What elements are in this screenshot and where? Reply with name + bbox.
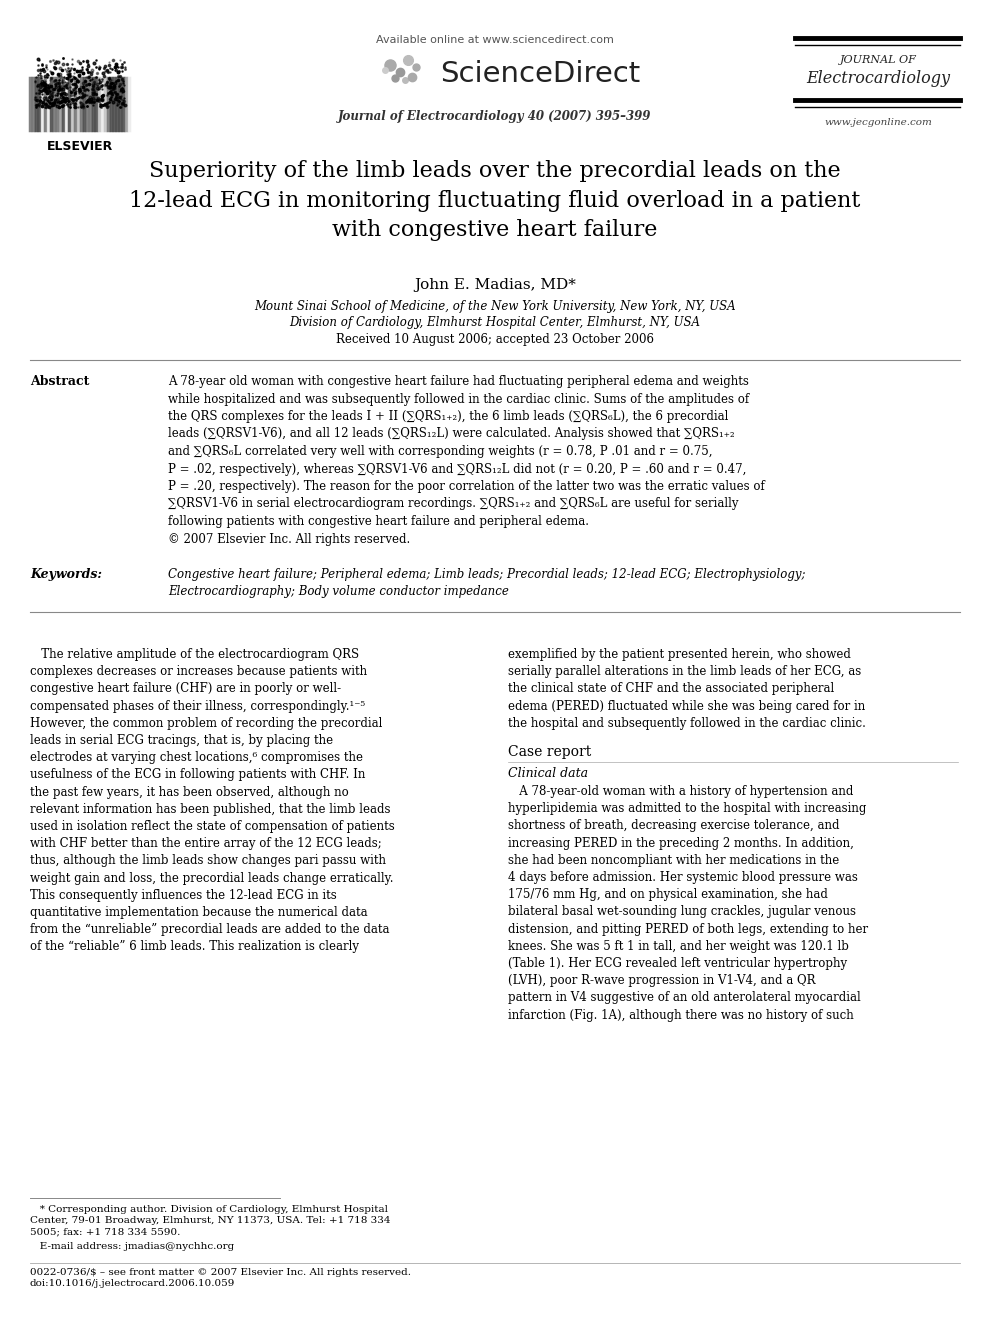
Text: exemplified by the patient presented herein, who showed
serially parallel altera: exemplified by the patient presented her… bbox=[508, 648, 866, 730]
Text: A 78-year old woman with congestive heart failure had fluctuating peripheral ede: A 78-year old woman with congestive hear… bbox=[168, 375, 764, 545]
Text: Superiority of the limb leads over the precordial leads on the
12-lead ECG in mo: Superiority of the limb leads over the p… bbox=[130, 160, 860, 242]
Text: John E. Madias, MD*: John E. Madias, MD* bbox=[414, 279, 576, 292]
Text: Received 10 August 2006; accepted 23 October 2006: Received 10 August 2006; accepted 23 Oct… bbox=[336, 333, 654, 346]
Text: JOURNAL OF: JOURNAL OF bbox=[840, 55, 917, 65]
Text: Keywords:: Keywords: bbox=[30, 568, 102, 581]
Text: A 78-year-old woman with a history of hypertension and
hyperlipidemia was admitt: A 78-year-old woman with a history of hy… bbox=[508, 785, 868, 1022]
Text: The relative amplitude of the electrocardiogram QRS
complexes decreases or incre: The relative amplitude of the electrocar… bbox=[30, 648, 395, 953]
Text: Case report: Case report bbox=[508, 744, 591, 759]
Text: Electrocardiology: Electrocardiology bbox=[806, 70, 950, 87]
Text: Available online at www.sciencedirect.com: Available online at www.sciencedirect.co… bbox=[376, 36, 614, 45]
Text: Congestive heart failure; Peripheral edema; Limb leads; Precordial leads; 12-lea: Congestive heart failure; Peripheral ede… bbox=[168, 568, 806, 598]
Text: Abstract: Abstract bbox=[30, 375, 89, 388]
Text: 0022-0736/$ – see front matter © 2007 Elsevier Inc. All rights reserved.
doi:10.: 0022-0736/$ – see front matter © 2007 El… bbox=[30, 1269, 411, 1288]
Text: E-mail address: jmadias@nychhc.org: E-mail address: jmadias@nychhc.org bbox=[30, 1242, 235, 1251]
Text: Division of Cardiology, Elmhurst Hospital Center, Elmhurst, NY, USA: Division of Cardiology, Elmhurst Hospita… bbox=[289, 315, 701, 329]
Text: * Corresponding author. Division of Cardiology, Elmhurst Hospital
Center, 79-01 : * Corresponding author. Division of Card… bbox=[30, 1205, 390, 1237]
Text: ScienceDirect: ScienceDirect bbox=[440, 59, 641, 88]
Text: ELSEVIER: ELSEVIER bbox=[47, 140, 113, 153]
Text: Journal of Electrocardiology 40 (2007) 395–399: Journal of Electrocardiology 40 (2007) 3… bbox=[339, 110, 651, 123]
Text: www.jecgonline.com: www.jecgonline.com bbox=[824, 117, 932, 127]
Text: Clinical data: Clinical data bbox=[508, 767, 588, 780]
Text: Mount Sinai School of Medicine, of the New York University, New York, NY, USA: Mount Sinai School of Medicine, of the N… bbox=[254, 300, 736, 313]
